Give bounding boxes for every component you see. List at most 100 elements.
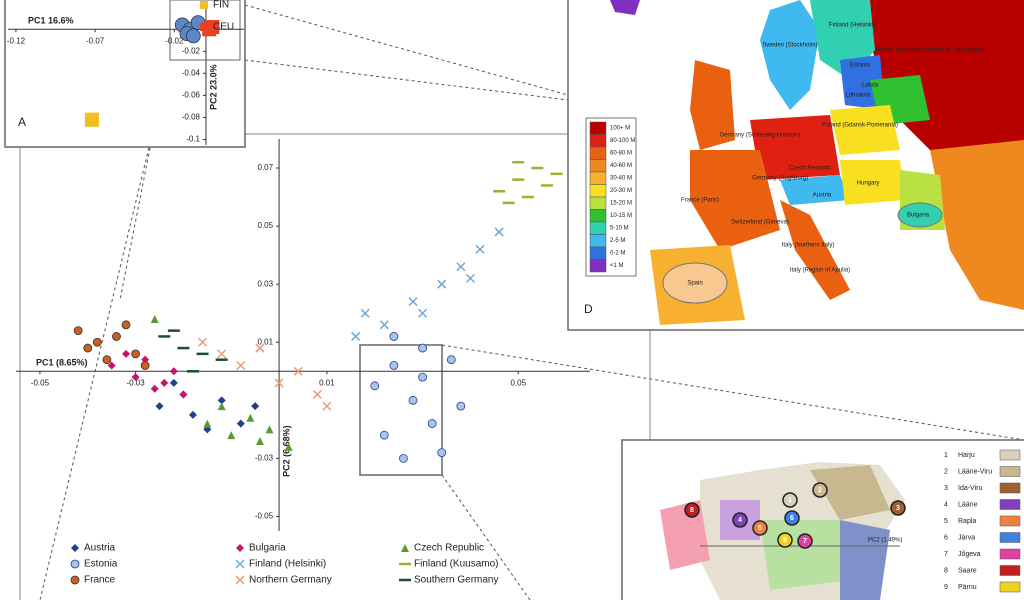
map-legend-swatch — [589, 259, 607, 273]
point — [322, 401, 332, 411]
estonia-marker — [797, 533, 813, 549]
point — [107, 361, 116, 370]
point — [351, 331, 361, 341]
map-label: Estonia — [850, 63, 871, 69]
point — [227, 431, 236, 440]
estonia-marker — [890, 500, 906, 516]
point — [188, 410, 197, 419]
point — [246, 413, 255, 422]
estonia-number: 3 — [944, 485, 948, 492]
map-legend-swatch — [589, 184, 607, 198]
point — [92, 337, 102, 347]
legend-label: Austria — [84, 543, 116, 554]
estonia-marker-number: 6 — [790, 515, 794, 522]
estonia-swatch — [999, 482, 1021, 494]
point — [437, 279, 447, 289]
point — [122, 349, 131, 358]
point — [102, 355, 112, 365]
map-label: Germany (Schleswig-Holstein) — [719, 133, 800, 139]
estonia-name: Lääne-Viru — [958, 468, 992, 475]
point — [236, 419, 245, 428]
estonia-swatch — [999, 565, 1021, 576]
point — [379, 430, 389, 440]
point — [131, 373, 140, 382]
x-tick-label: -0.03 — [126, 378, 145, 387]
map-label: Austria — [813, 193, 832, 199]
point — [140, 361, 150, 370]
map-legend-label: 30-40 M — [610, 176, 632, 182]
map-label: Italy (Region of Apulia) — [790, 268, 850, 274]
x-tick-label: -0.07 — [86, 36, 105, 45]
legend-label: Estonia — [84, 559, 118, 570]
map-label: Lithuania — [846, 93, 871, 99]
map-legend-swatch — [589, 209, 607, 223]
legend-label: Southern Germany — [414, 575, 499, 586]
y-tick-label: -0.03 — [255, 454, 274, 463]
map-legend-label: 20-30 M — [610, 188, 632, 194]
estonia-marker — [782, 492, 798, 508]
estonia-name: Pärnu — [958, 584, 977, 591]
point — [169, 378, 178, 387]
point — [131, 349, 140, 359]
y-axis-label: PC2 (6.68%) — [281, 425, 291, 477]
map-label: France (Paris) — [681, 198, 719, 204]
estonia-swatch — [999, 499, 1021, 510]
map-legend-label: 5-10 M — [610, 226, 629, 232]
map-label: Hungary — [857, 181, 880, 187]
point — [121, 320, 131, 330]
point — [217, 349, 227, 359]
estonia-swatch — [999, 548, 1021, 560]
map-legend-swatch — [589, 159, 607, 173]
legend-swatch — [401, 544, 409, 552]
estonia-box — [359, 344, 443, 476]
point — [150, 384, 159, 393]
map-legend-label: 2-5 M — [610, 238, 625, 244]
x-tick-label: 0.01 — [319, 378, 335, 387]
map-label: Poland (Gdansk-Pomerania) — [822, 123, 898, 129]
x-tick-label: 0.05 — [510, 378, 526, 387]
point — [205, 20, 220, 35]
map-legend-label: <1 M — [610, 263, 624, 269]
estonia-map — [621, 439, 1024, 600]
point — [255, 436, 264, 445]
connector-lines — [39, 4, 1024, 600]
estonia-number: 7 — [944, 551, 948, 558]
y-tick-label: -0.05 — [255, 512, 274, 521]
estonia-name: Järva — [958, 534, 975, 541]
main-panel — [19, 133, 651, 600]
map-label: Germany (Augsburg) — [752, 176, 808, 182]
estonia-swatch — [999, 532, 1021, 543]
map-legend-swatch — [589, 134, 607, 148]
legend-label: Bulgaria — [249, 543, 286, 554]
map-legend-swatch — [589, 146, 607, 160]
y-tick-label: 0.01 — [258, 337, 274, 346]
point — [475, 244, 485, 254]
estonia-number: 4 — [944, 501, 948, 508]
legend-label: Finland (Kuusamo) — [414, 559, 498, 570]
point — [112, 332, 121, 341]
legend-label: CEU — [213, 22, 234, 33]
legend-label: Finland (Helsinki) — [249, 559, 326, 570]
y-axis-label: PC2 23.0% — [208, 64, 218, 110]
map-label: Bulgaria — [907, 213, 930, 219]
legend-label: France — [84, 575, 116, 586]
estonia-marker-number: 2 — [818, 487, 822, 494]
y-tick-label: -0.08 — [182, 113, 201, 122]
point — [312, 389, 322, 400]
estonia-number: 6 — [944, 534, 948, 541]
estonia-marker-number: 4 — [738, 517, 742, 524]
panel-label: A — [18, 115, 26, 129]
map-label: Russia (Andreapol district of Tver regio… — [876, 48, 985, 54]
point — [84, 112, 99, 127]
estonia-marker — [732, 512, 748, 528]
legend-swatch — [235, 575, 245, 585]
y-tick-label: -0.06 — [182, 91, 201, 100]
point — [198, 337, 208, 347]
point — [160, 378, 169, 387]
point — [465, 273, 475, 283]
legend-swatch — [200, 23, 208, 31]
map-legend-swatch — [589, 121, 607, 135]
point — [150, 315, 159, 324]
point — [389, 361, 399, 370]
